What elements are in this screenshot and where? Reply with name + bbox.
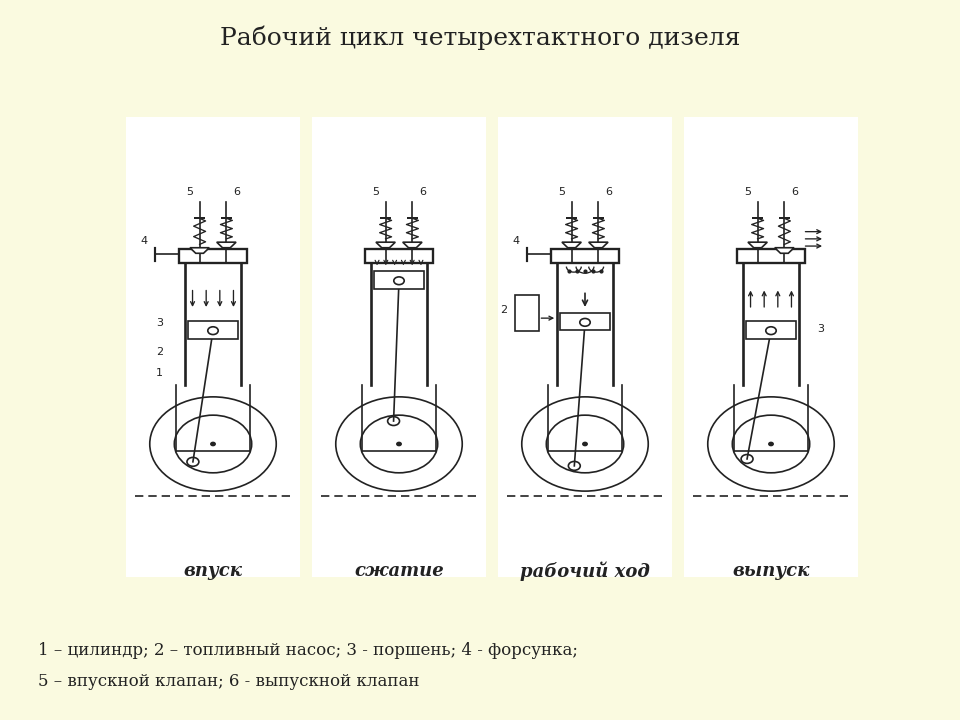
Text: 5: 5 [744,187,751,197]
Text: 5: 5 [372,187,378,197]
Text: 5: 5 [185,187,193,197]
Text: 3: 3 [156,318,163,328]
Text: впуск: впуск [183,562,243,580]
Circle shape [211,442,215,446]
Polygon shape [403,242,422,248]
Text: 6: 6 [420,187,426,197]
Bar [737,249,804,263]
Bar [560,312,610,330]
Text: 5: 5 [558,187,564,197]
Text: 2: 2 [156,347,163,357]
Bar [365,249,433,263]
Text: рабочий ход: рабочий ход [520,562,650,581]
Text: 2: 2 [500,305,507,315]
Bar [312,117,487,577]
Bar [374,271,424,289]
Circle shape [583,442,588,446]
Text: 4: 4 [140,236,148,246]
Text: 1: 1 [156,369,163,378]
Polygon shape [588,242,608,248]
Text: 1 – цилиндр; 2 – топливный насос; 3 - поршень; 4 - форсунка;: 1 – цилиндр; 2 – топливный насос; 3 - по… [38,642,578,660]
Bar [188,321,238,338]
Circle shape [396,442,401,446]
Text: 6: 6 [606,187,612,197]
Polygon shape [748,242,767,248]
Text: 5 – впускной клапан; 6 - выпускной клапан: 5 – впускной клапан; 6 - выпускной клапа… [38,673,420,690]
Polygon shape [376,242,396,248]
Bar [684,117,858,577]
Text: выпуск: выпуск [732,562,809,580]
Polygon shape [562,242,581,248]
Text: сжатие: сжатие [354,562,444,580]
Bar [126,117,300,577]
Bar [515,294,539,330]
Text: 6: 6 [233,187,240,197]
Text: 6: 6 [791,187,799,197]
Text: Рабочий цикл четырехтактного дизеля: Рабочий цикл четырехтактного дизеля [220,25,740,50]
Text: 4: 4 [513,236,519,246]
Circle shape [769,442,773,446]
Bar [497,117,672,577]
Polygon shape [775,248,794,253]
Bar [746,321,796,338]
Text: 3: 3 [818,324,825,334]
Polygon shape [190,248,209,253]
Bar [180,249,247,263]
Polygon shape [217,242,236,248]
Bar [551,249,619,263]
